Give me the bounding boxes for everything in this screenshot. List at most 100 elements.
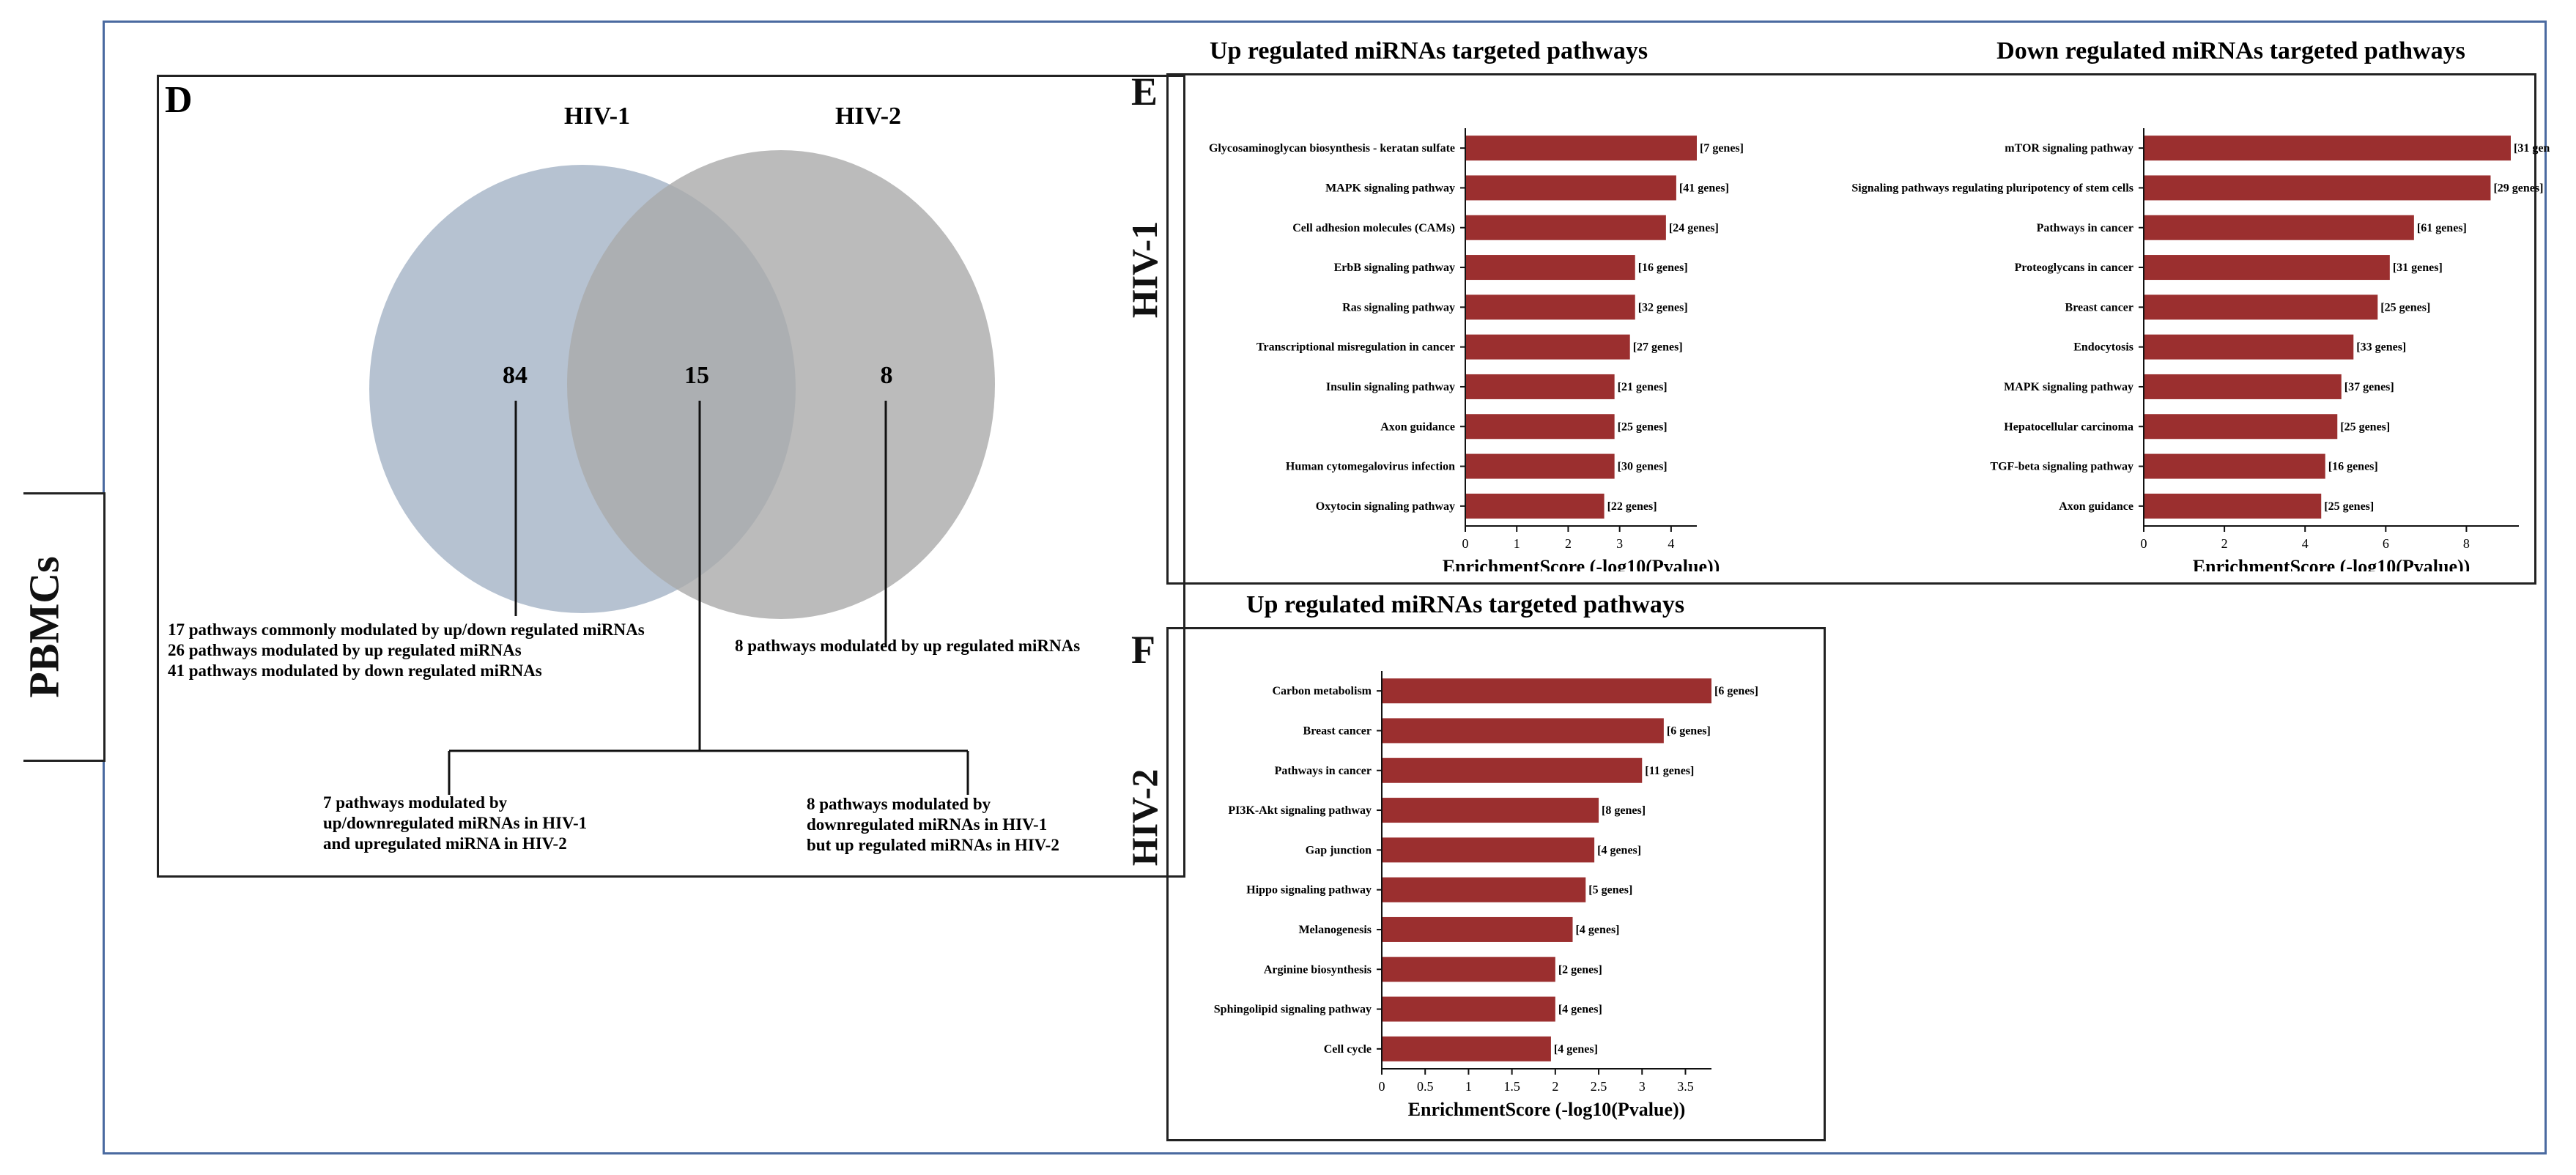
bar <box>1465 294 1635 320</box>
bar <box>2144 453 2325 479</box>
data-label: [4 genes] <box>1597 844 1641 856</box>
category-label: Carbon metabolism <box>1272 685 1372 697</box>
data-label: [21 genes] <box>1618 381 1668 393</box>
x-tick-label: 4 <box>2302 536 2309 551</box>
note-overlap-right-2: downregulated miRNAs in HIV-1 <box>807 815 1047 834</box>
x-tick-label: 3.5 <box>1677 1079 1694 1094</box>
note-overlap-left-1: 7 pathways modulated by <box>323 793 508 812</box>
bar <box>1465 414 1615 440</box>
x-tick-label: 0.5 <box>1417 1079 1434 1094</box>
data-label: [24 genes] <box>1669 222 1719 234</box>
bar <box>1465 334 1630 360</box>
category-label: Gap junction <box>1306 844 1372 856</box>
bar <box>1382 1036 1551 1061</box>
data-label: [11 genes] <box>1645 765 1694 777</box>
data-label: [25 genes] <box>2380 301 2430 314</box>
category-label: mTOR signaling pathway <box>2005 142 2133 155</box>
data-label: [30 genes] <box>1618 461 1668 473</box>
category-label: Human cytomegalovirus infection <box>1286 461 1455 473</box>
data-label: [4 genes] <box>1554 1043 1598 1056</box>
x-tick-label: 2 <box>1552 1079 1558 1094</box>
data-label: [4 genes] <box>1576 924 1620 936</box>
bar <box>1382 957 1555 982</box>
bar <box>1465 374 1615 399</box>
category-label: Glycosaminoglycan biosynthesis - keratan… <box>1209 142 1455 155</box>
x-tick-label: 0 <box>2141 536 2147 551</box>
category-label: Axon guidance <box>2059 500 2133 513</box>
panel-letter-d: D <box>165 79 193 121</box>
data-label: [27 genes] <box>1633 341 1683 354</box>
data-label: [31 genes] <box>2514 142 2550 155</box>
bar <box>2144 414 2338 440</box>
category-label: Cell adhesion molecules (CAMs) <box>1292 222 1455 234</box>
note-hiv2: 8 pathways modulated by up regulated miR… <box>735 637 1080 655</box>
category-label: Ras signaling pathway <box>1342 301 1455 314</box>
data-label: [25 genes] <box>1618 420 1668 433</box>
category-label: ErbB signaling pathway <box>1334 262 1455 274</box>
bar <box>1382 757 1643 783</box>
bar <box>2144 493 2322 519</box>
data-label: [4 genes] <box>1558 1004 1602 1016</box>
panel-f-frame <box>1166 627 1826 1141</box>
panel-e-frame <box>1166 73 2536 585</box>
count-hiv2-only: 8 <box>881 362 893 389</box>
note-overlap-right-3: but up regulated miRNAs in HIV-2 <box>807 836 1059 854</box>
data-label: [25 genes] <box>2324 500 2374 513</box>
data-label: [8 genes] <box>1602 804 1646 817</box>
chart-hiv1-up: Up regulated miRNAs targeted pathways Gly… <box>1209 37 1744 571</box>
data-label: [2 genes] <box>1558 963 1602 976</box>
chart-title: Up regulated miRNAs targeted pathways <box>1210 37 1648 64</box>
venn-label-b: HIV-2 <box>835 103 901 130</box>
bar <box>1465 136 1697 161</box>
x-tick-label: 0 <box>1462 536 1469 551</box>
side-label-box <box>23 492 106 762</box>
bar <box>2144 255 2390 281</box>
x-tick-label: 6 <box>2383 536 2389 551</box>
x-tick-label: 4 <box>1668 536 1674 551</box>
bar <box>1465 255 1635 281</box>
category-label: Cell cycle <box>1324 1043 1372 1056</box>
bar <box>2144 294 2378 320</box>
category-label: Hippo signaling pathway <box>1246 884 1372 897</box>
x-axis-label: EnrichmentScore (-log10(Pvalue)) <box>1408 1099 1686 1120</box>
bar <box>1465 215 1666 240</box>
category-label: MAPK signaling pathway <box>1325 182 1455 194</box>
venn-circle-hiv2 <box>567 150 995 619</box>
data-label: [41 genes] <box>1679 182 1729 194</box>
x-tick-label: 3 <box>1616 536 1623 551</box>
data-label: [16 genes] <box>1638 262 1688 274</box>
bar <box>2144 215 2414 240</box>
bar <box>1465 493 1605 519</box>
category-label: Pathways in cancer <box>1275 765 1372 777</box>
x-axis-label: EnrichmentScore (-log10(Pvalue)) <box>2193 556 2470 571</box>
note-hiv1-line1: 17 pathways commonly modulated by up/dow… <box>168 620 645 639</box>
data-label: [25 genes] <box>2340 420 2390 433</box>
bar <box>1382 837 1595 863</box>
venn-panel: D HIV-1 HIV-2 84 15 8 17 pathways common… <box>157 75 1185 878</box>
note-overlap-right-1: 8 pathways modulated by <box>807 795 991 813</box>
data-label: [37 genes] <box>2344 381 2394 393</box>
bar <box>1465 453 1615 479</box>
category-label: Signaling pathways regulating pluripoten… <box>1851 182 2133 194</box>
data-label: [16 genes] <box>2328 461 2378 473</box>
panel-letter-f: F <box>1131 628 1155 672</box>
x-tick-label: 1 <box>1514 536 1520 551</box>
bar <box>1382 916 1573 942</box>
count-overlap: 15 <box>684 362 709 389</box>
row-label-hiv2: HIV-2 <box>1124 768 1165 867</box>
x-tick-label: 0 <box>1379 1079 1385 1094</box>
data-label: [5 genes] <box>1588 884 1632 897</box>
x-tick-label: 1.5 <box>1503 1079 1520 1094</box>
x-tick-label: 3 <box>1639 1079 1646 1094</box>
x-tick-label: 8 <box>2463 536 2470 551</box>
chart-title: Down regulated miRNAs targeted pathways <box>1996 37 2465 64</box>
note-overlap-left-2: up/downregulated miRNAs in HIV-1 <box>323 814 587 832</box>
bar <box>1382 798 1599 823</box>
venn-diagram: D HIV-1 HIV-2 84 15 8 17 pathways common… <box>165 79 1080 854</box>
category-label: MAPK signaling pathway <box>2004 381 2133 393</box>
category-label: Breast cancer <box>2065 301 2133 314</box>
bar <box>1382 678 1711 704</box>
venn-label-a: HIV-1 <box>564 103 630 130</box>
data-label: [7 genes] <box>1700 142 1744 155</box>
category-label: Pathways in cancer <box>2037 222 2133 234</box>
